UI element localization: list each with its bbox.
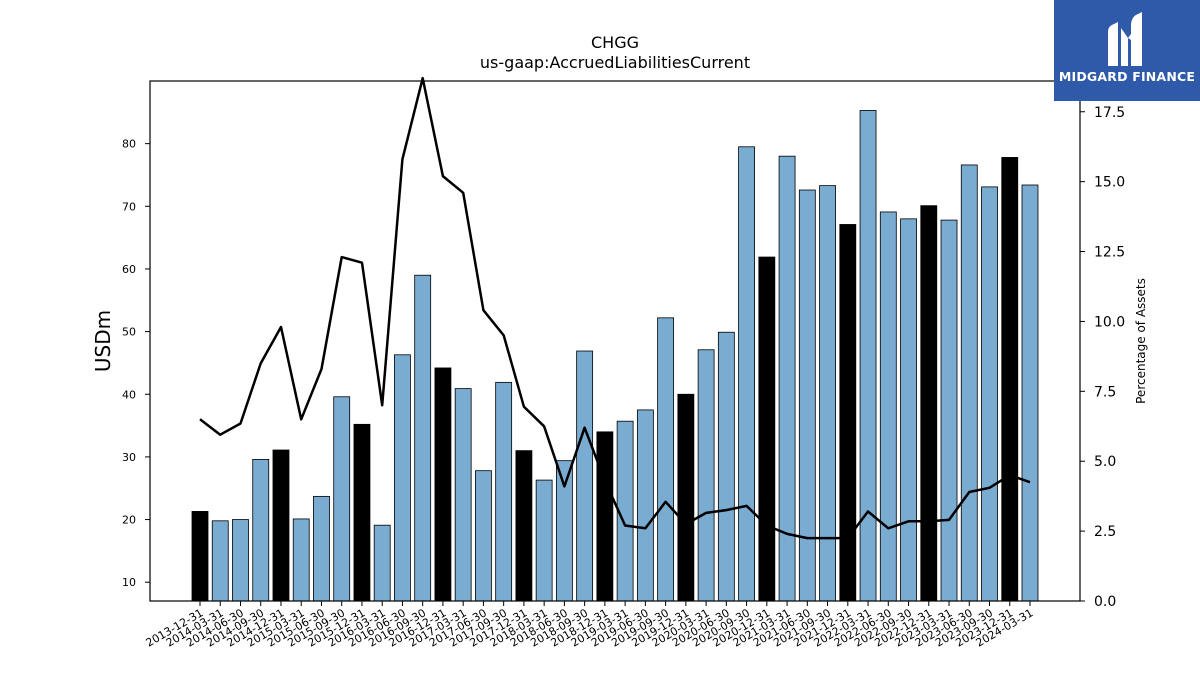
y-tick-label: 40 [122,388,136,401]
bar-2021-06-30 [798,189,816,602]
bar-2017-12-31 [515,450,533,602]
bar-2013-12-31 [191,511,209,602]
bar-2019-09-30 [657,317,675,602]
y-axis-label: USDm [91,310,115,372]
y-tick-label: 60 [122,263,136,276]
y-tick-label: 50 [122,326,136,339]
bar-2020-09-30 [738,146,755,602]
bar-2021-12-31 [839,224,857,602]
bar-2022-03-31 [859,110,877,602]
bar-2016-09-30 [414,274,432,602]
bar-2023-09-30 [981,186,998,602]
bar-2024-03-31 [1021,184,1039,602]
bar-2023-06-30 [960,164,978,602]
y2-tick-label: 0.0 [1094,594,1116,610]
bar-2022-12-31 [920,205,938,602]
y2-tick-label: 7.5 [1094,384,1116,400]
chart-subtitle: us-gaap:AccruedLiabilitiesCurrent [480,53,750,72]
plot-frame [149,80,1081,602]
bar-2014-09-30 [252,459,270,602]
bar-2019-12-31 [677,393,695,602]
y-tick-label: 10 [122,576,136,589]
brand-mark-icon [1108,12,1142,66]
brand-logo: MIDGARD FINANCE [1054,0,1200,101]
bar-2020-03-31 [697,349,715,602]
bar-2016-03-31 [373,524,391,602]
bar-2017-06-30 [475,470,492,602]
bar-2020-12-31 [758,256,776,602]
bar-2022-06-30 [879,211,897,602]
y2-tick-label: 15.0 [1094,175,1125,191]
bar-2019-06-30 [636,409,654,602]
brand-name: MIDGARD FINANCE [1058,69,1196,84]
x-axis: 2013-12-312014-03-312014-06-302014-09-30… [144,601,1036,650]
y-tick-label: 20 [122,514,136,527]
bar-group [191,110,1039,602]
bar-2022-09-30 [900,218,917,602]
y-tick-label: 70 [122,200,136,213]
y2-tick-label: 10.0 [1094,314,1125,330]
bar-2014-06-30 [232,519,249,602]
y2-tick-label: 12.5 [1094,245,1125,261]
bar-2015-03-31 [292,518,310,602]
bar-2016-12-31 [434,367,452,602]
bar-2023-12-31 [1001,157,1019,602]
bar-2015-06-30 [313,495,330,602]
y2-axis-label: Percentage of Assets [1134,278,1148,404]
y-axis-right: 0.0 2.5 5.0 7.5 10.0 12.5 15.0 17.5 [1080,105,1125,610]
bar-2018-12-31 [596,431,614,602]
bar-2015-12-31 [353,423,371,602]
bar-2020-06-30 [717,331,735,602]
bar-2018-03-31 [535,479,553,602]
bar-2016-06-30 [394,354,411,602]
bar-2017-03-31 [454,388,472,602]
y2-tick-label: 5.0 [1094,454,1116,470]
bar-2018-09-30 [576,350,594,602]
bar-2018-06-30 [555,460,573,602]
bar-2014-03-31 [211,520,229,602]
chart-title: CHGG [591,33,639,52]
bar-2023-03-31 [940,219,958,602]
y2-tick-label: 17.5 [1094,105,1125,121]
bar-2014-12-31 [272,449,290,602]
bar-2015-09-30 [333,396,351,602]
percentage-line [199,76,1031,540]
y-tick-label: 80 [122,138,136,151]
y-axis-left: 10 20 30 40 50 60 70 80 [122,138,150,589]
bar-2017-09-30 [495,381,513,602]
y2-tick-label: 2.5 [1094,524,1116,540]
y-tick-label: 30 [122,451,136,464]
